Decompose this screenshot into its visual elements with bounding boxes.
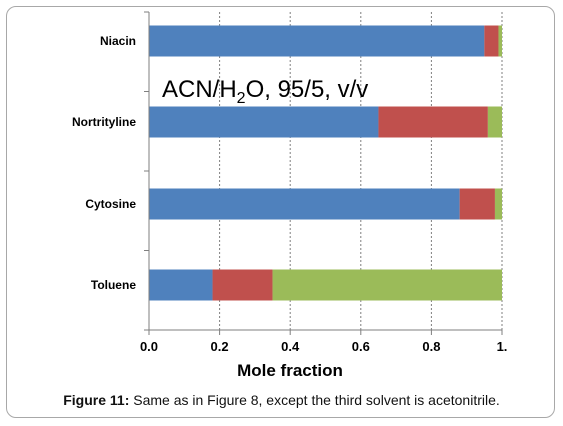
bar-cytosine-segment-1 xyxy=(149,188,460,220)
chart-annotation: ACN/H2O, 95/5, v/v xyxy=(162,76,368,107)
x-tick-label: 0.8 xyxy=(422,339,440,354)
x-tick-label: 0.6 xyxy=(352,339,370,354)
bar-cytosine-segment-3 xyxy=(494,188,502,220)
bar-nortrityline-segment-1 xyxy=(149,106,379,138)
bar-toluene-segment-2 xyxy=(212,269,273,301)
bar-nortrityline-segment-2 xyxy=(378,106,488,138)
bar-niacin-segment-2 xyxy=(484,25,499,57)
x-tick-label: 0.0 xyxy=(140,339,158,354)
labels: Niacin Nortrityline Cytosine Toluene 0.0 0.2 0… xyxy=(72,34,507,354)
x-tick-label: 0.2 xyxy=(211,339,229,354)
caption-label: Figure 11: xyxy=(63,392,130,408)
bar-niacin-segment-3 xyxy=(498,25,502,57)
bar-toluene-segment-3 xyxy=(272,269,502,301)
bar-cytosine-segment-2 xyxy=(459,188,495,220)
category-label: Nortrityline xyxy=(72,115,136,129)
bars xyxy=(149,25,502,301)
x-tick-label: 0.4 xyxy=(281,339,300,354)
figure-caption: Figure 11: Same as in Figure 8, except t… xyxy=(0,392,563,408)
category-label: Niacin xyxy=(100,34,136,48)
axes xyxy=(144,11,503,335)
category-label: Cytosine xyxy=(85,197,136,211)
annotation-subscript: 2 xyxy=(237,90,246,107)
bar-toluene-segment-1 xyxy=(149,269,213,301)
x-axis-label: Mole fraction xyxy=(237,361,343,380)
annotation-text-post: O, 95/5, v/v xyxy=(246,76,369,103)
category-label: Toluene xyxy=(91,278,136,292)
x-tick-label: 1. xyxy=(497,339,508,354)
bar-niacin-segment-1 xyxy=(149,25,485,57)
annotation-text-pre: ACN/H xyxy=(162,76,237,103)
caption-text: Same as in Figure 8, except the third so… xyxy=(129,392,500,408)
bar-nortrityline-segment-3 xyxy=(487,106,502,138)
